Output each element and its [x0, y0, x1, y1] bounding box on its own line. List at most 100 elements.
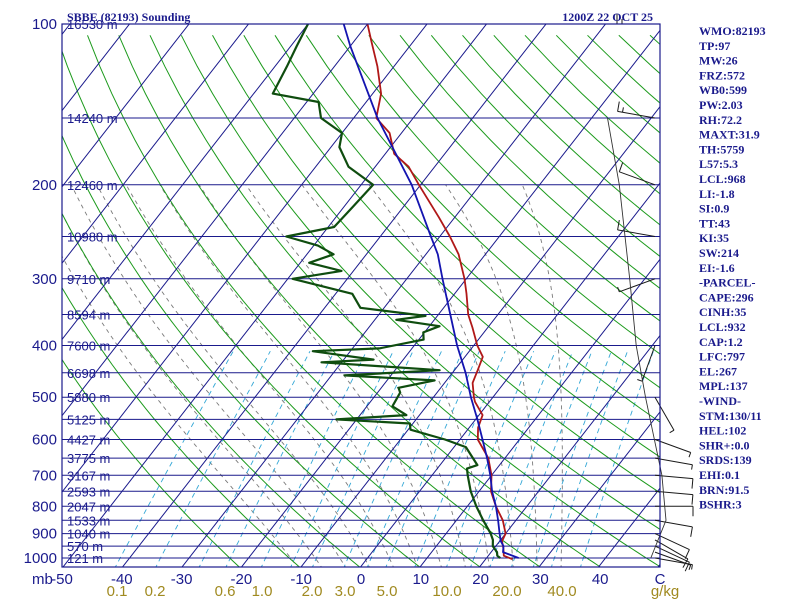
- sounding-index: CAP:1.2: [699, 335, 743, 349]
- isotherm-line: [359, 182, 660, 567]
- moist-adiabats: [62, 184, 563, 567]
- wind-barb-half-flag: [691, 464, 693, 470]
- wind-barb: [654, 519, 693, 537]
- temperature-tick-label: 20: [472, 571, 489, 588]
- sounding-index: KI:35: [699, 231, 729, 245]
- sounding-index: TP:97: [699, 39, 730, 53]
- moist-adiabat-line: [96, 184, 370, 567]
- mixing-ratio-tick-label: 3.0: [335, 583, 356, 600]
- height-tick-label: 8594 m: [67, 308, 110, 323]
- mixing-ratio-tick-label: 0.6: [215, 583, 236, 600]
- wind-barb-staff: [641, 345, 656, 382]
- height-tick-label: 16530 m: [67, 17, 118, 32]
- isotherm-line: [62, 24, 488, 567]
- moist-adiabat-line: [445, 184, 538, 567]
- sounding-index: MW:26: [699, 54, 738, 68]
- sounding-index: LFC:797: [699, 350, 745, 364]
- dry-adiabat-line: [62, 134, 421, 567]
- sounding-index: SI:0.9: [699, 202, 729, 216]
- mixing-ratio-tick-label: g/kg: [651, 583, 679, 600]
- temperature-tick-label: -40: [111, 571, 133, 588]
- sounding-index: FRZ:572: [699, 68, 745, 82]
- mixing-ratio-line: [446, 351, 535, 567]
- temperature-tick-label: C: [655, 571, 666, 588]
- sounding-index: RH:72.2: [699, 113, 742, 127]
- mixing-ratio-line: [385, 351, 480, 567]
- pressure-tick-label: 400: [32, 338, 57, 355]
- height-tick-label: 1040 m: [67, 527, 110, 542]
- mixing-ratio-line: [290, 351, 394, 567]
- height-tick-label: 7600 m: [67, 339, 110, 354]
- mixing-ratio-tick-label: 5.0: [377, 583, 398, 600]
- wind-barb-staff: [654, 490, 693, 496]
- height-tick-label: 3167 m: [67, 468, 110, 483]
- sounding-index: SW:214: [699, 246, 739, 260]
- hodograph-trace: [607, 117, 667, 559]
- wind-barb: [654, 490, 694, 505]
- mixing-ratio-line: [114, 350, 234, 567]
- sounding-index: CAPE:296: [699, 290, 754, 304]
- moist-adiabat-line: [159, 184, 418, 567]
- dewpoint-line: [271, 24, 501, 559]
- isotherm-line: [62, 24, 190, 188]
- wind-barb-half-flag: [669, 429, 675, 434]
- isotherm-line: [62, 24, 428, 493]
- dry-adiabat-line: [337, 35, 660, 355]
- temperature-tick-label: -30: [171, 571, 193, 588]
- sounding-index: -WIND-: [699, 394, 741, 408]
- dry-adiabats: [62, 34, 660, 567]
- pressure-tick-label: 800: [32, 498, 57, 515]
- height-tick-label: 6698 m: [67, 366, 110, 381]
- temperature-tick-label: 30: [532, 571, 549, 588]
- wind-barb-staff: [654, 474, 693, 480]
- sounding-index: SHR+:0.0: [699, 438, 750, 452]
- pressure-tick-label: 900: [32, 526, 57, 543]
- wind-barb: [654, 551, 692, 570]
- mixing-ratio-tick-label: 40.0: [547, 583, 576, 600]
- hodograph: [607, 117, 667, 559]
- pressure-tick-label: 1000: [24, 550, 57, 567]
- wind-barb-staff: [654, 545, 690, 563]
- wind-barb-staff: [654, 533, 690, 551]
- wind-barb: [654, 457, 693, 470]
- wind-barb-half-flag: [688, 564, 692, 570]
- isotherm-line: [478, 334, 660, 567]
- sounding-index: MPL:137: [699, 379, 748, 393]
- sounding-index: EHI:0.1: [699, 468, 740, 482]
- height-tick-label: 2047 m: [67, 499, 110, 514]
- isotherm-line: [62, 24, 309, 341]
- mixing-ratio-lines: [114, 350, 654, 567]
- mixing-ratio-line: [225, 350, 335, 567]
- height-tick-label: 14240 m: [67, 111, 118, 126]
- sounding-index: LI:-1.8: [699, 187, 735, 201]
- wind-barb-staff: [654, 396, 675, 431]
- sounding-index: -PARCEL-: [699, 276, 755, 290]
- mixing-ratio-tick-label: 20.0: [492, 583, 521, 600]
- height-tick-label: 121 m: [67, 551, 103, 566]
- wind-barb-half-flag: [617, 286, 620, 292]
- wind-barb-staff: [654, 519, 693, 528]
- wind-barb-half-flag: [622, 107, 624, 113]
- wind-barb: [654, 533, 690, 559]
- sounding-index: LCL:968: [699, 172, 746, 186]
- mixing-ratio-line: [198, 350, 311, 567]
- dry-adiabat-line: [243, 35, 660, 458]
- wind-barb-flag: [691, 494, 694, 505]
- moist-adiabat-line: [368, 184, 514, 567]
- wind-barb-flag: [682, 558, 689, 568]
- temperature-tick-label: 10: [412, 571, 429, 588]
- isotherm-line: [62, 24, 369, 417]
- wind-barb-staff: [654, 439, 691, 453]
- mixing-ratio-tick-label: 0.1: [107, 583, 128, 600]
- sounding-index: SRDS:139: [699, 453, 752, 467]
- wind-barb-staff: [617, 110, 656, 119]
- wind-barb-flag: [684, 561, 690, 572]
- temperature-tick-label: -50: [51, 571, 73, 588]
- height-tick-label: 2593 m: [67, 484, 110, 499]
- mixing-ratio-tick-label: 2.0: [302, 583, 323, 600]
- temperature-tick-label: -20: [231, 571, 253, 588]
- wind-barb: [617, 101, 656, 119]
- dry-adiabat-line: [62, 286, 301, 567]
- height-tick-label: 1533 m: [67, 513, 110, 528]
